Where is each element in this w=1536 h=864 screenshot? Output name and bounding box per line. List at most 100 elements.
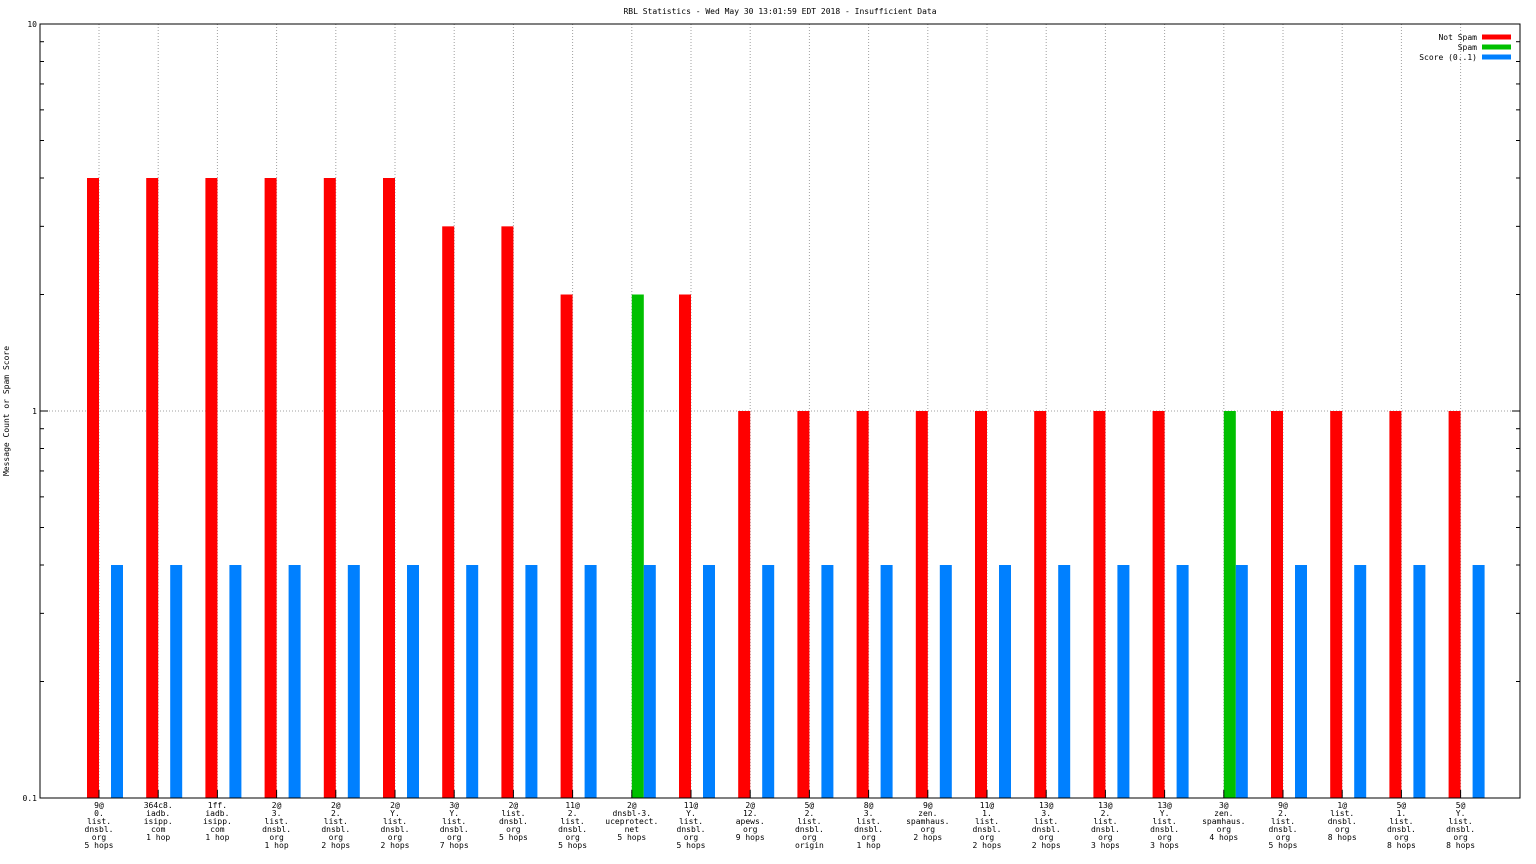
x-tick-label: 5@ xyxy=(1456,801,1466,810)
x-tick-label: 5@ xyxy=(1397,801,1407,810)
x-tick-label: 1 hop xyxy=(146,833,170,842)
x-tick-label: 2 hops xyxy=(1032,841,1061,850)
x-tick-label: dnsbl. xyxy=(1387,825,1416,834)
bar xyxy=(1235,565,1248,798)
bar xyxy=(856,411,869,798)
plot-frame xyxy=(39,23,1521,799)
x-tick-label: list. xyxy=(1271,817,1295,826)
bar xyxy=(1271,411,1283,798)
x-tick-label: dnsbl. xyxy=(1446,825,1475,834)
bar xyxy=(679,294,691,798)
x-tick-label: 1. xyxy=(1397,809,1407,818)
x-tick-label: org xyxy=(565,833,580,842)
x-tick-label: 3@ xyxy=(449,801,459,810)
x-tick-label: 3. xyxy=(1041,809,1051,818)
x-tick-label: Y. xyxy=(1456,809,1466,818)
bar xyxy=(1413,565,1426,798)
x-tick-label: 9@ xyxy=(923,801,933,810)
x-tick-label: dnsbl. xyxy=(795,825,824,834)
y-axis-label: Message Count or Spam Score xyxy=(2,346,11,476)
x-tick-label: com xyxy=(151,825,166,834)
x-tick-label: list. xyxy=(1330,809,1354,818)
x-tick-label: 364c8. xyxy=(144,801,173,810)
legend-swatch xyxy=(1482,44,1511,50)
x-tick-label: Y. xyxy=(449,809,459,818)
x-tick-label: 9@ xyxy=(1278,801,1288,810)
x-tick-label: dnsbl. xyxy=(499,817,528,826)
x-tick-label: 5@ xyxy=(805,801,815,810)
bar xyxy=(1034,411,1047,798)
x-tick-label: 2@ xyxy=(272,801,282,810)
y-tick-label: 0.1 xyxy=(23,794,38,803)
x-tick-label: dnsbl. xyxy=(973,825,1002,834)
bar xyxy=(1330,411,1343,798)
bar xyxy=(170,565,183,798)
x-tick-label: dnsbl. xyxy=(1150,825,1179,834)
x-tick-label: 8 hops xyxy=(1446,841,1475,850)
x-tick-label: 13@ xyxy=(1039,801,1054,810)
x-tick-label: org xyxy=(861,833,876,842)
bar xyxy=(1223,411,1236,798)
bar xyxy=(1152,411,1165,798)
x-tick-label: 8 hops xyxy=(1328,833,1357,842)
x-tick-label: 12. xyxy=(743,809,757,818)
bar xyxy=(501,226,514,799)
x-tick-label: 2. xyxy=(1278,809,1288,818)
x-tick-label: org xyxy=(269,833,284,842)
x-tick-label: dnsbl. xyxy=(85,825,114,834)
legend-swatch xyxy=(1482,34,1511,40)
x-tick-label: org xyxy=(506,825,521,834)
x-tick-label: 11@ xyxy=(980,801,995,810)
bar xyxy=(288,565,301,798)
bar xyxy=(738,411,751,798)
x-tick-label: org xyxy=(1394,833,1409,842)
bar xyxy=(1472,565,1485,798)
x-tick-label: Y. xyxy=(686,809,696,818)
x-tick-label: list. xyxy=(561,817,585,826)
x-tick-label: org xyxy=(1098,833,1113,842)
bar xyxy=(1354,565,1367,798)
x-tick-label: spamhaus. xyxy=(1202,817,1245,826)
x-tick-label: org xyxy=(1453,833,1468,842)
x-tick-label: org xyxy=(1217,825,1232,834)
bar xyxy=(229,565,242,798)
bar xyxy=(383,178,395,798)
x-tick-label: 1 hop xyxy=(205,833,229,842)
x-tick-label: 7 hops xyxy=(440,841,469,850)
x-tick-label: 2 hops xyxy=(913,833,942,842)
bar xyxy=(1176,565,1189,798)
x-tick-label: org xyxy=(92,833,107,842)
x-tick-label: 4 hops xyxy=(1209,833,1238,842)
x-tick-label: isipp. xyxy=(203,817,232,826)
bar xyxy=(442,226,455,799)
bar xyxy=(1448,411,1461,798)
x-tick-label: 3. xyxy=(272,809,282,818)
x-tick-label: list. xyxy=(383,817,407,826)
x-tick-label: 11@ xyxy=(684,801,699,810)
x-tick-label: origin xyxy=(795,841,824,850)
x-tick-label: dnsbl. xyxy=(854,825,883,834)
x-tick-label: dnsbl. xyxy=(558,825,587,834)
bar xyxy=(205,178,218,798)
x-tick-label: list. xyxy=(1153,817,1177,826)
bar xyxy=(762,565,775,798)
x-tick-label: list. xyxy=(87,817,111,826)
x-tick-label: 2. xyxy=(568,809,578,818)
x-tick-label: Y. xyxy=(1160,809,1170,818)
bar xyxy=(975,411,987,798)
x-tick-label: 8 hops xyxy=(1387,841,1416,850)
legend-label: Not Spam xyxy=(1438,33,1477,42)
x-tick-label: org xyxy=(802,833,817,842)
x-tick-label: 5 hops xyxy=(677,841,706,850)
bar xyxy=(631,294,644,798)
x-tick-label: dnsbl. xyxy=(1328,817,1357,826)
x-tick-label: list. xyxy=(1389,817,1413,826)
x-tick-label: 5 hops xyxy=(558,841,587,850)
x-tick-label: 5 hops xyxy=(85,841,114,850)
x-tick-label: 3 hops xyxy=(1150,841,1179,850)
x-tick-label: list. xyxy=(797,817,821,826)
x-tick-label: list. xyxy=(1449,817,1473,826)
bar xyxy=(999,565,1011,798)
x-tick-label: 2. xyxy=(1101,809,1111,818)
bar xyxy=(323,178,336,798)
